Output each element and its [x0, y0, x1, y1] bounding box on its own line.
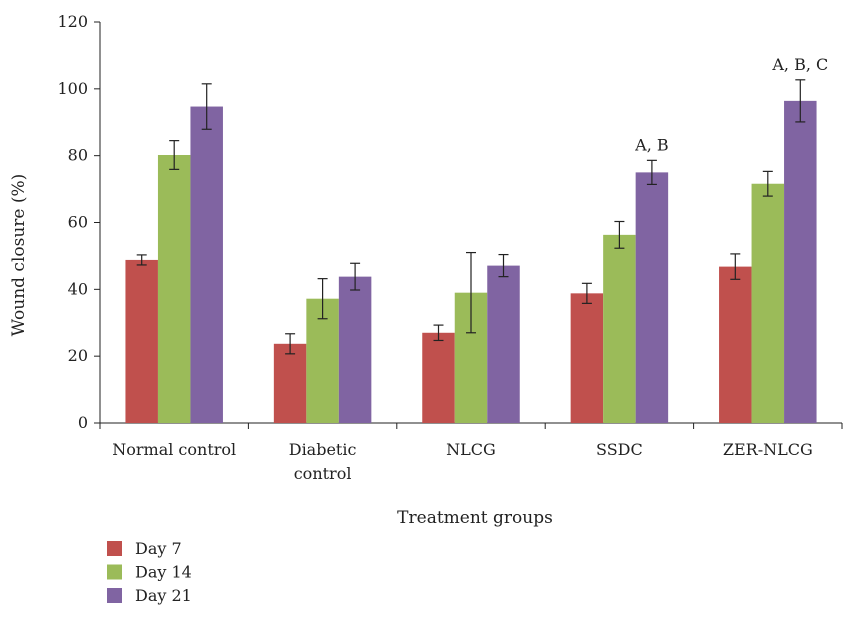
y-axis-title-group: Wound closure (%)	[9, 174, 29, 337]
x-tick-label: control	[294, 464, 352, 483]
bar	[306, 298, 339, 423]
bar	[487, 265, 520, 423]
y-tick-label: 80	[68, 146, 88, 165]
x-tick-label: NLCG	[446, 440, 496, 459]
legend-swatch	[107, 564, 122, 580]
x-tick-labels: Normal control Diabetic control NLCG SSDC ZER…	[112, 440, 813, 483]
bars-layer	[125, 100, 817, 424]
annotations-layer: A, B A, B, C	[634, 55, 828, 155]
bar	[273, 343, 307, 423]
significance-annotation: A, B	[634, 135, 668, 154]
x-axis-title: Treatment groups	[397, 508, 553, 528]
y-axis-title: Wound closure (%)	[9, 174, 29, 337]
y-tick-label: 100	[57, 79, 88, 98]
error-bars-layer	[136, 79, 806, 355]
x-tick-label: ZER-NLCG	[723, 440, 813, 459]
bar	[157, 154, 191, 423]
y-tick-label: 60	[68, 213, 88, 232]
bar	[422, 332, 455, 423]
bar	[570, 293, 604, 423]
bar	[603, 234, 636, 423]
legend-label: Day 21	[135, 586, 192, 605]
bar	[719, 266, 752, 423]
legend-label: Day 14	[135, 563, 192, 582]
legend-label: Day 7	[135, 539, 182, 558]
legend-swatch	[107, 541, 122, 556]
x-tick-label: Diabetic	[289, 440, 357, 459]
bar	[635, 172, 669, 423]
bar	[751, 183, 785, 423]
y-tick-label: 40	[68, 279, 88, 298]
y-tick-label: 20	[68, 346, 88, 365]
legend-swatch	[107, 588, 122, 603]
bar	[784, 100, 817, 423]
significance-annotation: A, B, C	[771, 55, 828, 74]
bar	[338, 276, 372, 423]
axes: 0 20 40 60 80 100 120	[57, 12, 843, 432]
x-tick-label: SSDC	[596, 440, 643, 459]
bar	[190, 106, 223, 424]
x-tick-label: Normal control	[112, 440, 236, 459]
legend: Day 7 Day 14 Day 21	[107, 539, 192, 605]
y-tick-label: 120	[57, 12, 88, 31]
bar	[125, 259, 158, 423]
y-tick-label: 0	[78, 413, 88, 432]
